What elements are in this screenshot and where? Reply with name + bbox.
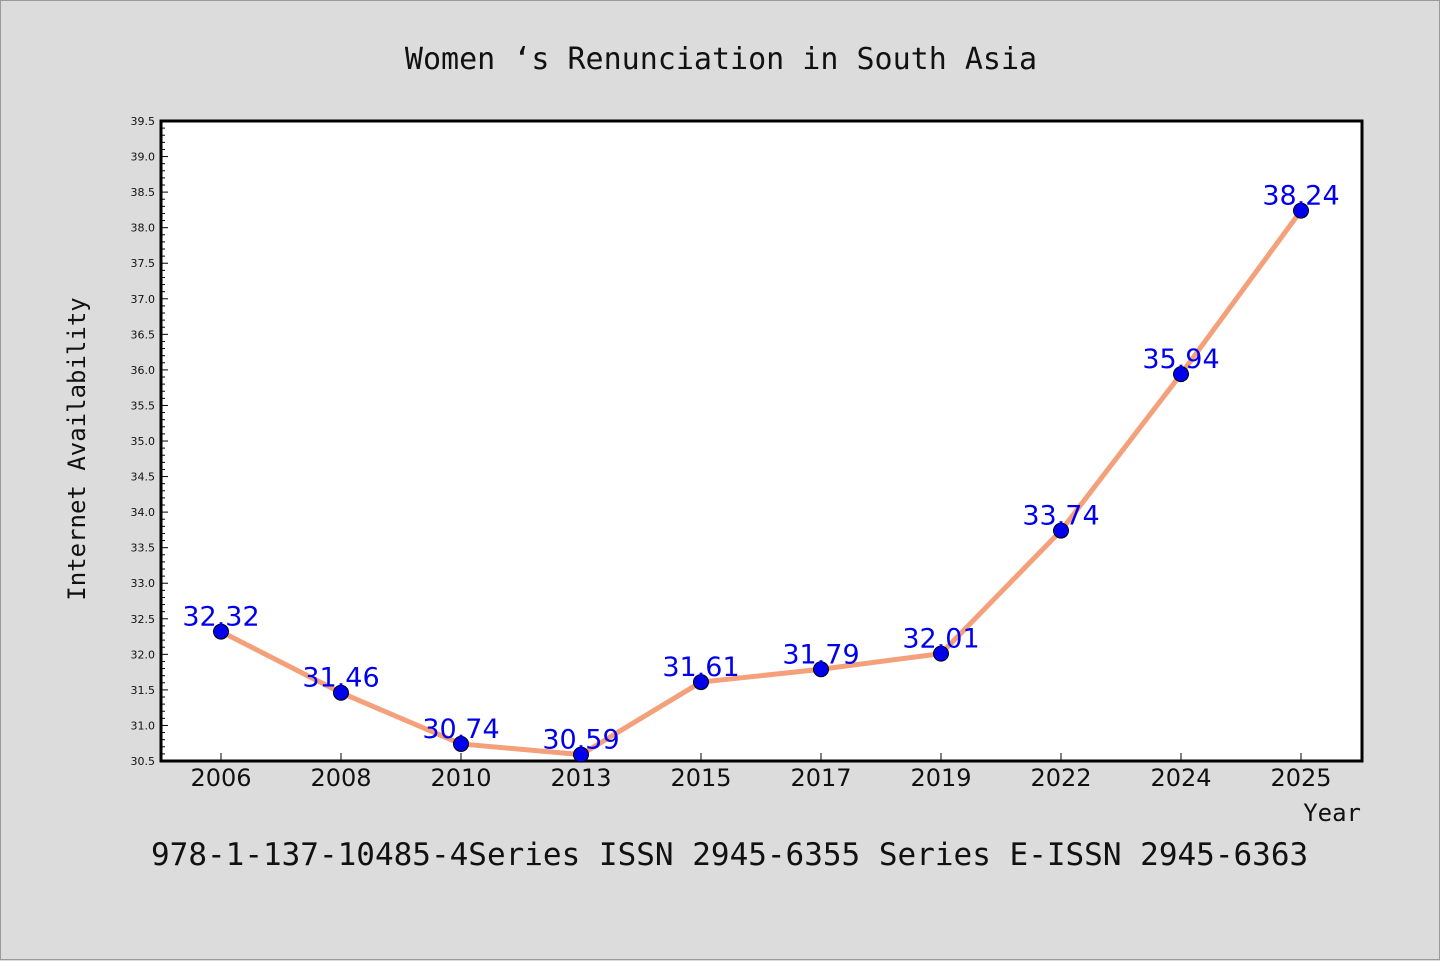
y-tick-label: 36.0 (131, 364, 156, 377)
x-tick-label: 2017 (790, 764, 851, 792)
y-tick-label: 30.5 (131, 755, 156, 768)
data-point (813, 661, 829, 678)
y-axis-label: Internet Availability (63, 297, 91, 600)
data-point (333, 684, 349, 701)
y-axis: 30.5 31.0 31.5 32.0 32.5 33.0 33.5 34.0 34.5 35.0… (131, 115, 168, 768)
y-tick-label: 34.5 (131, 471, 156, 484)
y-tick-label: 31.0 (131, 719, 156, 732)
x-tick-label: 2024 (1150, 764, 1211, 792)
data-label: 31.61 (662, 652, 739, 683)
y-tick-label: 38.0 (131, 222, 156, 235)
x-tick-label: 2013 (550, 764, 611, 792)
data-point (213, 623, 229, 640)
y-tick-label: 35.5 (131, 399, 156, 412)
data-label: 32.32 (182, 602, 259, 633)
x-tick-label: 2006 (190, 764, 251, 792)
data-label: 30.74 (422, 714, 499, 745)
data-label: 31.79 (782, 639, 859, 670)
data-label: 38.24 (1262, 181, 1339, 212)
data-point (573, 746, 589, 763)
y-tick-label: 32.0 (131, 648, 156, 661)
data-point (1293, 202, 1309, 219)
x-tick-label: 2025 (1270, 764, 1331, 792)
series-line (218, 208, 1304, 758)
footer-isbn-text: 978-1-137-10485-4Series ISSN 2945-6355 S… (151, 837, 1308, 873)
data-label: 35.94 (1142, 344, 1219, 375)
data-point (453, 735, 469, 752)
y-tick-label: 36.5 (131, 328, 156, 341)
y-tick-label: 34.0 (131, 506, 156, 519)
y-tick-label: 33.0 (131, 577, 156, 590)
chart-title: Women ‘s Renunciation in South Asia (405, 42, 1037, 77)
x-tick-label: 2022 (1030, 764, 1091, 792)
data-point (933, 645, 949, 662)
data-point (693, 674, 709, 691)
x-axis-label: Year (1303, 799, 1361, 827)
data-point (1173, 366, 1189, 383)
data-points (213, 202, 1309, 763)
x-tick-label: 2019 (910, 764, 971, 792)
y-tick-label: 39.0 (131, 151, 156, 164)
x-tick-label: 2008 (310, 764, 371, 792)
y-tick-label: 32.5 (131, 613, 156, 626)
x-axis: 2006 2008 2010 2013 2015 2017 2019 2022 2024 2025 (190, 753, 1332, 792)
y-tick-label: 38.5 (131, 186, 156, 199)
y-tick-label: 37.5 (131, 257, 156, 270)
data-label: 31.46 (302, 663, 379, 694)
y-tick-label: 37.0 (131, 293, 156, 306)
data-label: 32.01 (902, 624, 979, 655)
x-tick-label: 2010 (430, 764, 491, 792)
data-label: 33.74 (1022, 501, 1099, 532)
plot-area (159, 119, 1364, 763)
y-tick-label: 35.0 (131, 435, 156, 448)
x-tick-label: 2015 (670, 764, 731, 792)
data-point (1053, 522, 1069, 539)
y-tick-label: 39.5 (131, 115, 156, 128)
y-tick-label: 31.5 (131, 684, 156, 697)
y-tick-label: 33.5 (131, 542, 156, 555)
data-label: 30.59 (542, 725, 619, 756)
data-labels: 32.32 31.46 30.74 30.59 31.61 31.79 32.01 33.74… (182, 181, 1339, 756)
